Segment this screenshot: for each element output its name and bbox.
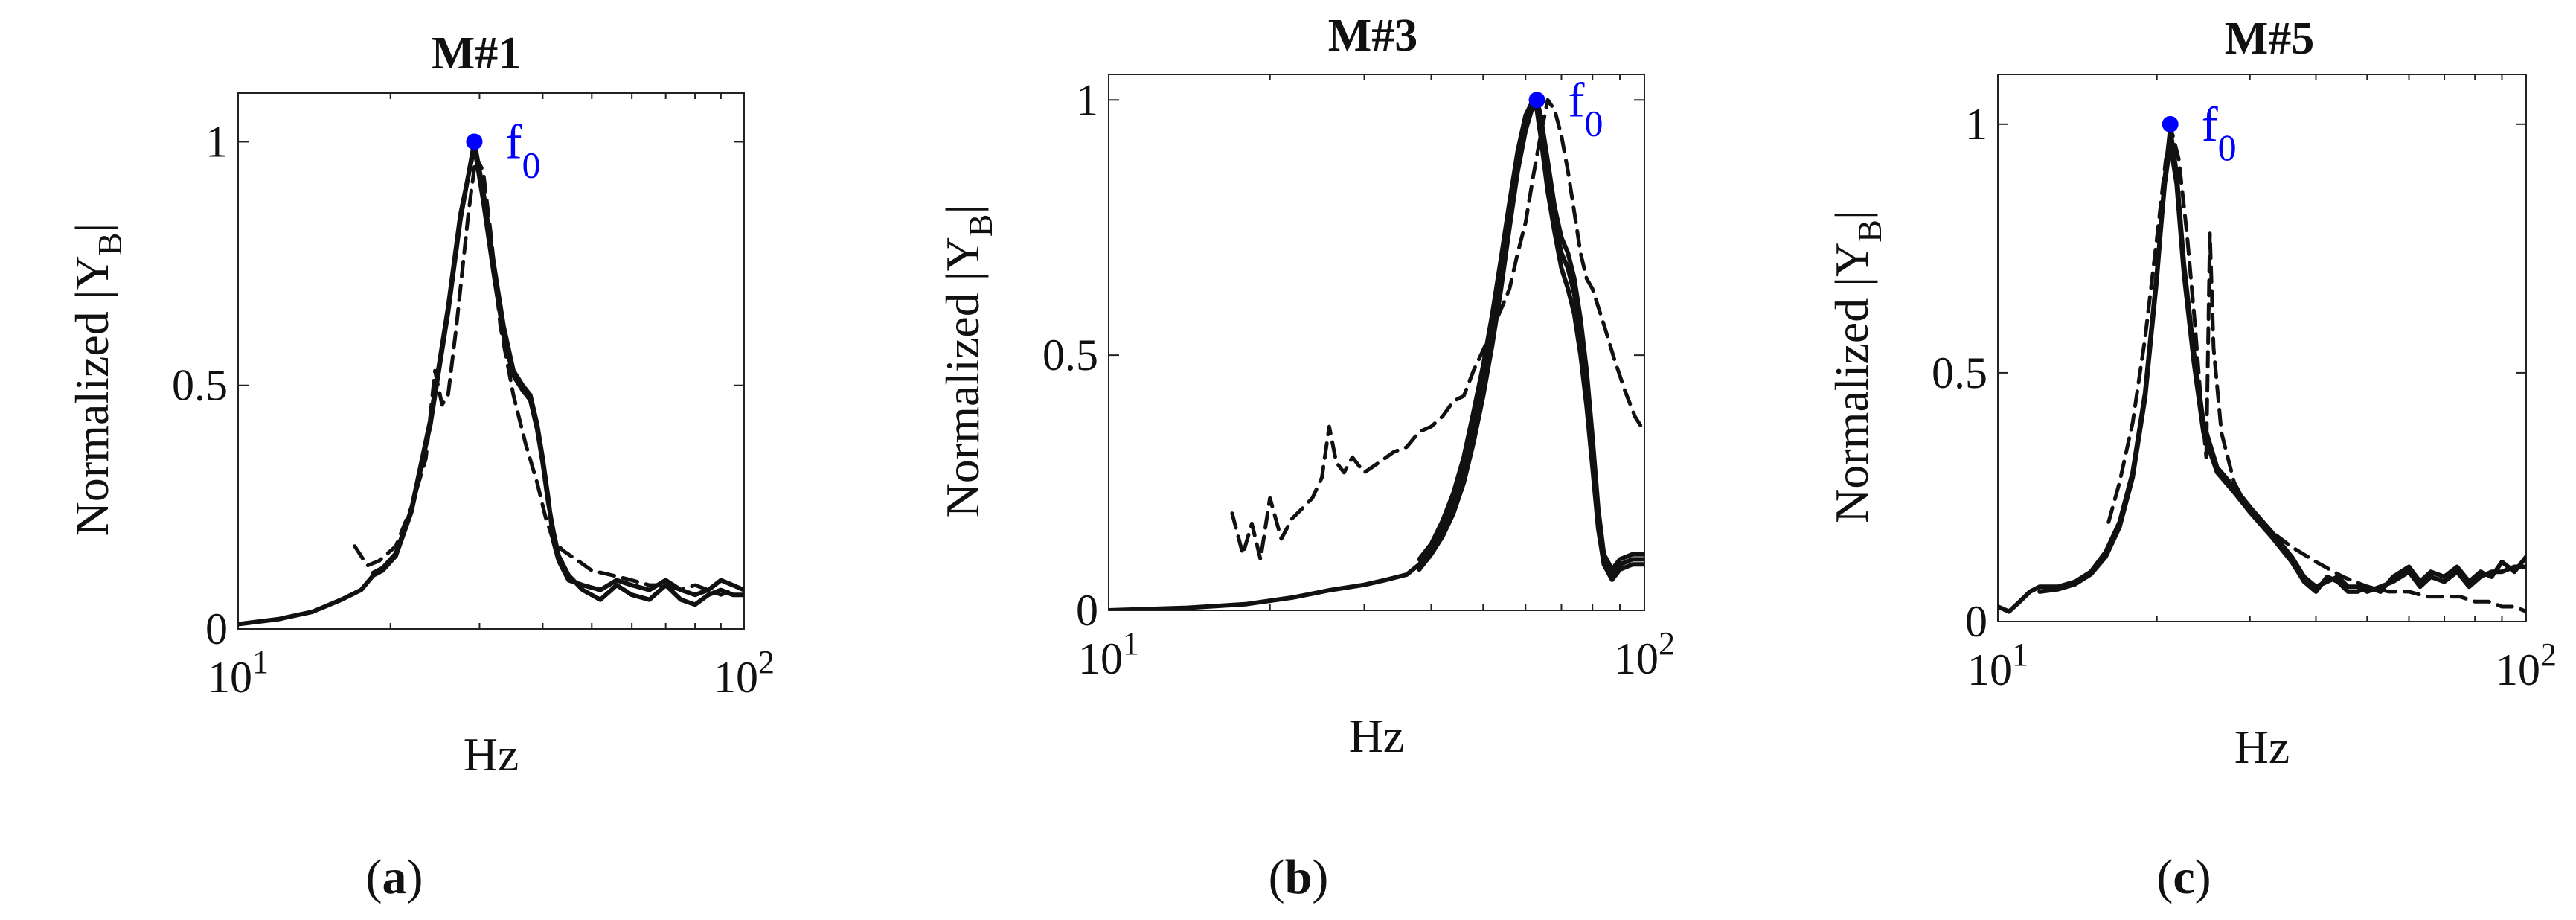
panel-caption: (c) [2156, 850, 2211, 904]
y-axis-label: Normalized |YB| [1825, 210, 1888, 523]
y-tick-label: 0.5 [172, 361, 228, 410]
x-axis-label: Hz [464, 728, 519, 781]
axes-box [1997, 74, 2527, 622]
x-axis-label: Hz [2234, 721, 2290, 773]
chart-panel-a: 0 0.5 1 101 102 f0 M#1 Hz Normalized |YB| (a) [65, 28, 775, 904]
chart-title: M#1 [432, 28, 522, 79]
series-line-dashed [2106, 132, 2526, 614]
chart-panel-b: 0 0.5 1 101 102 f0 M#3 Hz Normalized |YB| (b) [936, 10, 1675, 904]
x-tick-label: 102 [714, 644, 775, 702]
series-line-dashed [353, 154, 735, 597]
x-tick-label: 101 [208, 644, 269, 702]
f0-label: f0 [505, 115, 540, 185]
f0-marker [466, 133, 483, 150]
x-axis-label: Hz [1349, 709, 1405, 762]
y-tick-label: 1 [1965, 100, 1987, 149]
y-axis-label: Normalized |YB| [936, 205, 999, 518]
y-tick-label: 0.5 [1042, 330, 1098, 380]
x-tick-label: 102 [2496, 636, 2557, 694]
y-tick-label: 1 [205, 117, 228, 166]
series-line-dashed [1230, 98, 1644, 561]
f0-marker [2162, 115, 2179, 132]
y-tick-label: 0 [205, 604, 228, 654]
series-line-solid-3 [1417, 98, 1644, 572]
axes-box [1108, 74, 1645, 611]
x-tick-label: 101 [1967, 636, 2028, 694]
x-tick-label: 102 [1614, 625, 1675, 683]
y-tick-label: 0 [1965, 597, 1987, 646]
chart-panel-c: 0 0.5 1 101 102 f0 M#5 Hz Normalized |YB| (c) [1825, 13, 2557, 904]
panel-caption: (a) [366, 850, 423, 904]
y-tick-label: 0 [1076, 586, 1098, 635]
y-axis-label: Normalized |YB| [65, 223, 129, 537]
y-tick-label: 1 [1076, 75, 1098, 124]
chart-title: M#5 [2225, 13, 2315, 64]
f0-label: f0 [2202, 98, 2237, 168]
f0-label: f0 [1569, 73, 1603, 144]
y-tick-label: 0.5 [1932, 348, 1987, 397]
series-line-solid-2 [371, 144, 744, 607]
panel-caption: (b) [1269, 850, 1329, 904]
x-tick-label: 101 [1078, 625, 1139, 683]
f0-marker [1528, 92, 1545, 109]
series-line-solid-2 [2037, 127, 2526, 594]
chart-title: M#3 [1328, 10, 1418, 61]
axes-box [237, 92, 745, 630]
